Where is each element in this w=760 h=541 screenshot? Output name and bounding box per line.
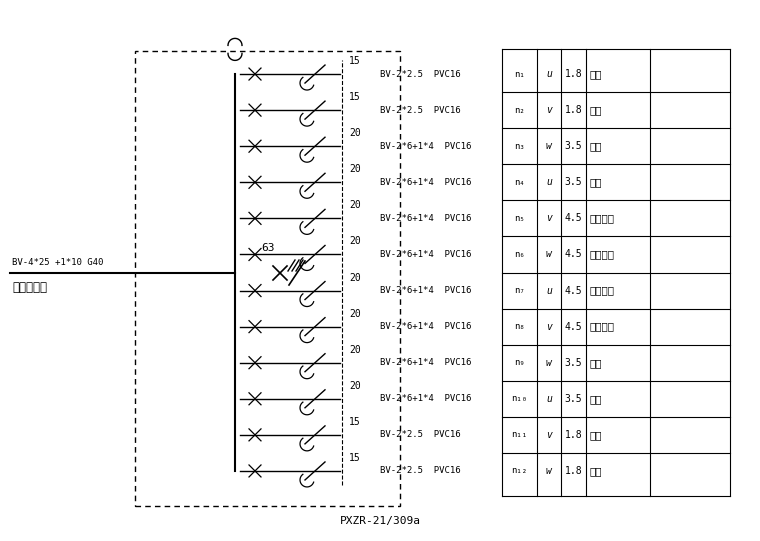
Text: 1.8: 1.8 [565,466,582,476]
Text: 路灯: 路灯 [590,430,603,440]
Text: v: v [546,322,552,332]
Text: n₆: n₆ [514,250,525,259]
Text: 插座: 插座 [590,141,603,151]
Text: 63: 63 [261,243,275,253]
Text: 1.8: 1.8 [565,69,582,79]
Text: 插座: 插座 [590,394,603,404]
Text: n₁₀: n₁₀ [511,394,527,403]
Text: n₇: n₇ [514,286,525,295]
Text: 3.5: 3.5 [565,177,582,187]
Text: 空调插座: 空调插座 [590,286,615,295]
Text: 照明: 照明 [590,105,603,115]
Text: 15: 15 [349,92,361,102]
Text: 15: 15 [349,56,361,66]
Text: u: u [546,69,552,79]
Text: u: u [546,177,552,187]
Text: 20: 20 [349,164,361,174]
Text: 20: 20 [349,273,361,282]
Text: BV-2*2.5  PVC16: BV-2*2.5 PVC16 [380,431,461,439]
Text: 15: 15 [349,417,361,427]
Text: 20: 20 [349,345,361,355]
Text: BV-2*2.5  PVC16: BV-2*2.5 PVC16 [380,70,461,78]
Text: 空调插座: 空调插座 [590,213,615,223]
Text: BV-4*25 +1*10 G40: BV-4*25 +1*10 G40 [12,258,103,267]
Text: n₅: n₅ [514,214,525,223]
Text: 空调插座: 空调插座 [590,249,615,260]
Text: BV-2*6+1*4  PVC16: BV-2*6+1*4 PVC16 [380,142,471,151]
Text: n₄: n₄ [514,178,525,187]
Text: n₃: n₃ [514,142,525,151]
Bar [135,51,400,506]
Text: BV-2*6+1*4  PVC16: BV-2*6+1*4 PVC16 [380,286,471,295]
Text: 20: 20 [349,128,361,138]
Text: 4.5: 4.5 [565,249,582,260]
Text: n₈: n₈ [514,322,525,331]
Text: BV-2*6+1*4  PVC16: BV-2*6+1*4 PVC16 [380,178,471,187]
Text: u: u [546,286,552,295]
Text: w: w [546,358,552,368]
Text: 4.5: 4.5 [565,286,582,295]
Text: 1.8: 1.8 [565,105,582,115]
Text: 3.5: 3.5 [565,141,582,151]
Text: BV-2*2.5  PVC16: BV-2*2.5 PVC16 [380,105,461,115]
Text: n₁: n₁ [514,70,525,78]
Text: BV-2*6+1*4  PVC16: BV-2*6+1*4 PVC16 [380,250,471,259]
Text: n₂: n₂ [514,105,525,115]
Text: 20: 20 [349,200,361,210]
Text: BV-2*6+1*4  PVC16: BV-2*6+1*4 PVC16 [380,394,471,403]
Text: v: v [546,105,552,115]
Text: 20: 20 [349,236,361,247]
Text: 接市政电源: 接市政电源 [12,281,47,294]
Text: 路灯: 路灯 [590,69,603,79]
Text: 空调插座: 空调插座 [590,322,615,332]
Text: n₁₁: n₁₁ [511,431,527,439]
Text: 4.5: 4.5 [565,213,582,223]
Text: 20: 20 [349,308,361,319]
Text: 照明: 照明 [590,466,603,476]
Text: w: w [546,141,552,151]
Text: 15: 15 [349,453,361,463]
Text: BV-2*6+1*4  PVC16: BV-2*6+1*4 PVC16 [380,214,471,223]
Text: 3.5: 3.5 [565,394,582,404]
Text: v: v [546,430,552,440]
Text: 插座: 插座 [590,177,603,187]
Text: n₁₂: n₁₂ [511,466,527,476]
Text: BV-2*6+1*4  PVC16: BV-2*6+1*4 PVC16 [380,322,471,331]
Text: BV-2*6+1*4  PVC16: BV-2*6+1*4 PVC16 [380,358,471,367]
Text: 4.5: 4.5 [565,322,582,332]
Text: 20: 20 [349,381,361,391]
Text: 插座: 插座 [590,358,603,368]
Text: 3.5: 3.5 [565,358,582,368]
Text: w: w [546,249,552,260]
Text: n₉: n₉ [514,358,525,367]
Text: v: v [546,213,552,223]
Text: w: w [546,466,552,476]
Text: u: u [546,394,552,404]
Text: 1.8: 1.8 [565,430,582,440]
Text: PXZR-21/309a: PXZR-21/309a [340,516,420,526]
Text: BV-2*2.5  PVC16: BV-2*2.5 PVC16 [380,466,461,476]
